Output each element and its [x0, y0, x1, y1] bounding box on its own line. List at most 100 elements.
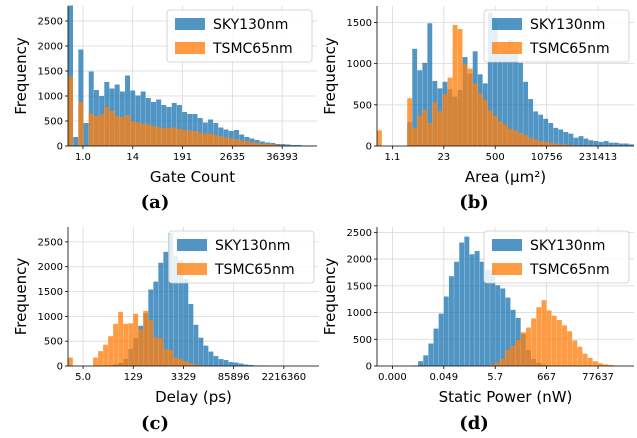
bar-sky130nm	[173, 255, 179, 366]
x-tick-label: 2635	[220, 152, 245, 163]
bar-tsmc65nm	[140, 123, 146, 146]
bar-tsmc65nm	[508, 128, 513, 146]
bar-sky130nm	[492, 20, 498, 146]
bar-sky130nm	[423, 355, 429, 366]
bar-sky130nm	[248, 365, 254, 366]
bar-tsmc65nm	[502, 124, 508, 146]
bar-tsmc65nm	[492, 115, 498, 146]
y-tick-label: 1000	[38, 312, 63, 323]
bar-tsmc65nm	[228, 138, 234, 146]
bar-sky130nm	[513, 52, 518, 146]
bar-tsmc65nm	[562, 325, 567, 366]
bar-tsmc65nm	[587, 357, 593, 366]
bar-tsmc65nm	[143, 310, 149, 366]
bar-tsmc65nm	[553, 143, 559, 146]
bar-tsmc65nm	[104, 107, 110, 146]
x-tick-label: 500	[486, 152, 505, 163]
bar-sky130nm	[433, 328, 439, 366]
bar-sky130nm	[497, 52, 503, 146]
legend-swatch	[492, 239, 522, 251]
bar-tsmc65nm	[442, 94, 448, 146]
bar-sky130nm	[234, 130, 239, 146]
bar-tsmc65nm	[462, 63, 468, 146]
bar-sky130nm	[151, 102, 156, 146]
bar-sky130nm	[459, 242, 465, 366]
legend-label: TSMC65nm	[212, 41, 293, 57]
y-tick-label: 0	[57, 362, 63, 373]
bar-tsmc65nm	[467, 68, 473, 146]
bar-tsmc65nm	[119, 117, 125, 146]
bar-sky130nm	[223, 360, 229, 366]
bar-sky130nm	[443, 296, 449, 366]
bar-sky130nm	[428, 343, 434, 366]
bar-sky130nm	[218, 359, 224, 366]
x-axis-title: Static Power (nW)	[439, 388, 573, 406]
bar-sky130nm	[135, 95, 141, 146]
bar-sky130nm	[130, 90, 136, 146]
bar-sky130nm	[484, 269, 490, 366]
bar-tsmc65nm	[239, 140, 245, 146]
bar-sky130nm	[448, 276, 454, 366]
bar-tsmc65nm	[280, 145, 286, 146]
bar-tsmc65nm	[125, 115, 131, 146]
bar-sky130nm	[166, 107, 172, 146]
bar-sky130nm	[228, 362, 234, 366]
bar-sky130nm	[418, 361, 424, 366]
y-axis-title: Frequency	[321, 258, 339, 336]
bar-tsmc65nm	[259, 143, 265, 146]
bar-tsmc65nm	[98, 351, 103, 366]
bar-tsmc65nm	[166, 128, 172, 146]
legend-swatch	[492, 42, 522, 54]
bar-tsmc65nm	[109, 111, 115, 146]
bar-tsmc65nm	[526, 327, 531, 366]
x-tick-label: 3329	[171, 372, 196, 383]
y-tick-label: 0	[366, 362, 372, 373]
bar-tsmc65nm	[531, 318, 537, 366]
bar-tsmc65nm	[572, 340, 578, 366]
bar-tsmc65nm	[114, 116, 120, 146]
bar-sky130nm	[88, 71, 94, 146]
bar-tsmc65nm	[457, 29, 463, 147]
bar-sky130nm	[454, 261, 460, 366]
bar-sky130nm	[438, 313, 444, 366]
x-tick-label: 191	[173, 152, 192, 163]
bar-sky130nm	[502, 49, 508, 146]
x-axis-title: Gate Count	[150, 168, 235, 186]
bar-tsmc65nm	[244, 141, 250, 146]
x-tick-label: 14	[126, 152, 139, 163]
y-tick-label: 1000	[38, 92, 63, 103]
bar-tsmc65nm	[497, 121, 503, 146]
bar-tsmc65nm	[472, 83, 478, 146]
bar-tsmc65nm	[156, 127, 162, 146]
x-axis-title: Delay (ps)	[155, 388, 232, 406]
bar-tsmc65nm	[518, 132, 523, 146]
bar-tsmc65nm	[577, 346, 583, 366]
bar-sky130nm	[623, 143, 629, 146]
x-tick-label: 1.1	[384, 152, 400, 163]
bar-sky130nm	[533, 111, 539, 146]
legend-label: SKY130nm	[530, 238, 605, 254]
panel-c-delay: 0 500 1000 1500 2000 2500 5.0 129 3329 85896 22163…	[12, 227, 319, 434]
bar-sky130nm	[145, 98, 151, 146]
bar-sky130nm	[487, 12, 493, 147]
bar-sky130nm	[588, 140, 594, 146]
bar-tsmc65nm	[118, 311, 124, 366]
bar-sky130nm	[518, 62, 523, 146]
bar-tsmc65nm	[234, 139, 239, 146]
bar-sky130nm	[213, 123, 219, 146]
bar-tsmc65nm	[598, 363, 603, 366]
x-tick-label: 10756	[531, 152, 563, 163]
y-tick-label: 1000	[347, 308, 372, 319]
bar-sky130nm	[73, 137, 79, 146]
bar-sky130nm	[161, 105, 167, 146]
bar-tsmc65nm	[412, 127, 418, 146]
panel-a-gate-count: 0 500 1000 1500 2000 2500 1.0 14 191 2635 36393 Gat…	[12, 5, 317, 213]
bar-tsmc65nm	[158, 338, 164, 366]
bar-sky130nm	[153, 281, 159, 366]
x-axis-title: Area (μm²)	[465, 168, 546, 186]
bar-sky130nm	[568, 133, 574, 146]
bar-sky130nm	[125, 75, 131, 146]
y-tick-label: 2000	[347, 255, 372, 266]
y-tick-label: 1500	[347, 18, 372, 29]
